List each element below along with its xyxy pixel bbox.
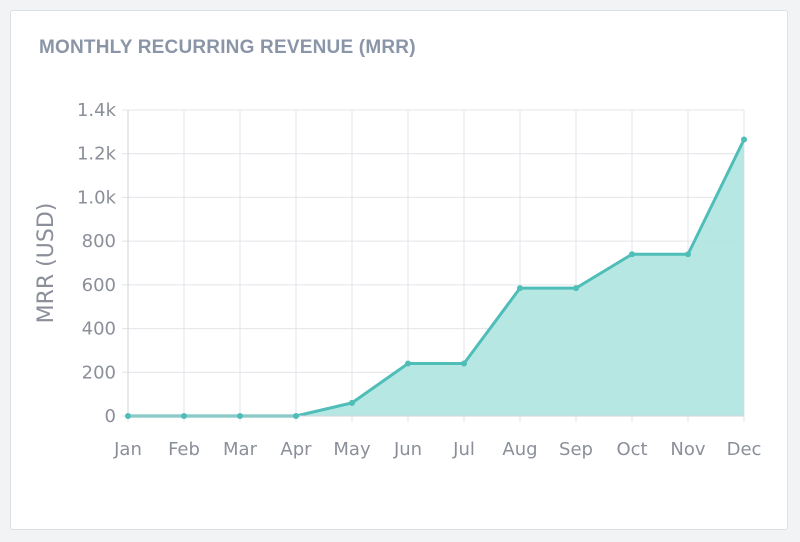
x-tick-label: Nov — [670, 439, 705, 460]
x-tick-label: May — [333, 439, 371, 460]
y-tick-label: 200 — [82, 362, 116, 383]
mrr-data-point — [517, 285, 523, 292]
mrr-data-point — [405, 360, 411, 367]
mrr-data-point — [293, 413, 299, 419]
y-tick-label: 0 — [105, 406, 116, 427]
y-tick-label: 600 — [82, 275, 116, 296]
mrr-data-point — [349, 399, 355, 406]
x-tick-label: Mar — [223, 439, 258, 460]
mrr-area-fill — [128, 139, 744, 416]
mrr-data-point — [125, 413, 131, 419]
y-tick-label: 800 — [82, 231, 116, 252]
y-tick-label: 1.0k — [77, 187, 117, 208]
x-tick-label: Jul — [452, 439, 475, 460]
mrr-data-point — [461, 360, 467, 367]
mrr-data-point — [573, 285, 579, 292]
x-tick-label: Dec — [727, 439, 762, 460]
point-layer — [125, 136, 747, 419]
y-tick-label: 400 — [82, 319, 116, 340]
axis-layer: 0 200 400 600 800 1.0k 1.2k 1.4k Jan Feb Mar Apr May… — [77, 100, 761, 460]
mrr-data-point — [629, 251, 635, 258]
y-tick-label: 1.2k — [77, 144, 117, 165]
y-tick-label: 1.4k — [77, 100, 117, 121]
x-tick-label: Oct — [616, 439, 647, 460]
area-layer — [128, 138, 746, 418]
y-axis-label: MRR (USD) — [34, 203, 59, 324]
mrr-data-point — [685, 251, 691, 258]
x-tick-label: Aug — [502, 439, 537, 460]
x-tick-label: Sep — [559, 439, 593, 460]
mrr-data-point — [237, 413, 243, 419]
x-tick-label: Apr — [280, 439, 312, 460]
x-tick-label: Jun — [393, 439, 422, 460]
mrr-data-point — [181, 413, 187, 419]
x-tick-label: Jan — [113, 439, 142, 460]
x-tick-label: Feb — [168, 439, 200, 460]
chart-title: MONTHLY RECURRING REVENUE (MRR) — [39, 37, 416, 58]
mrr-data-point — [741, 136, 747, 143]
